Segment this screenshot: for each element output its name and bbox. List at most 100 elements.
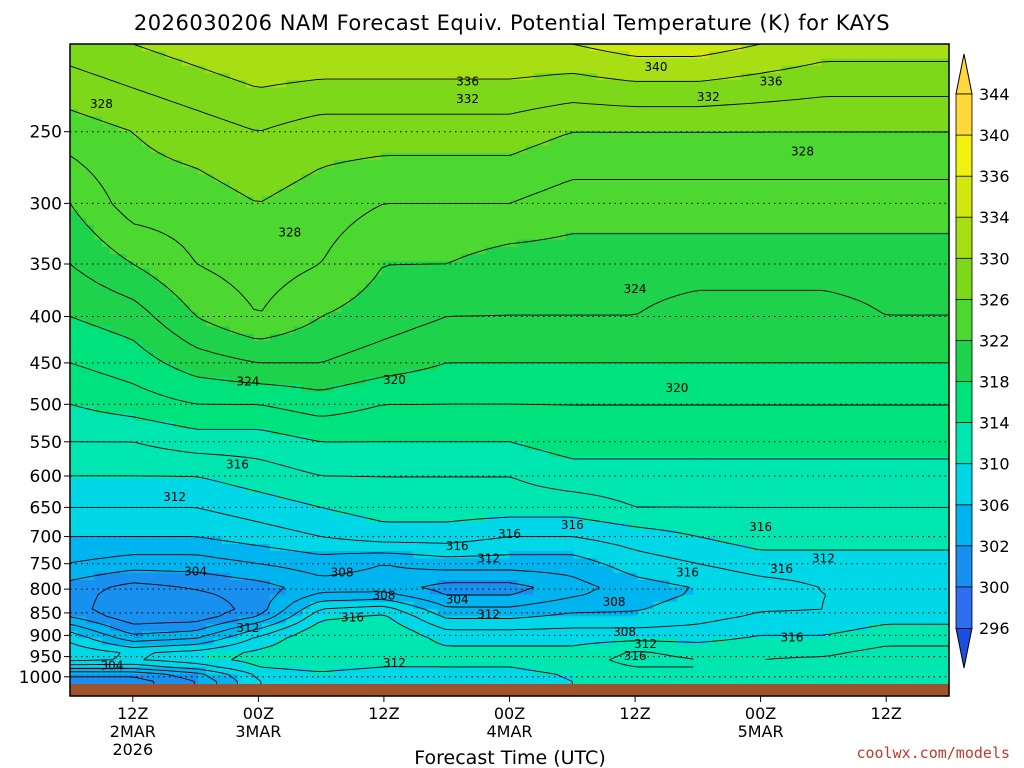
contour-label: 324 — [236, 375, 259, 389]
y-tick-label: 550 — [30, 433, 62, 453]
y-tick-label: 800 — [30, 580, 62, 600]
contour-label: 316 — [446, 539, 469, 553]
x-tick-label: 12Z — [619, 704, 650, 723]
contour-label: 308 — [613, 625, 636, 639]
contour-label: 312 — [634, 637, 657, 651]
chart-title: 2026030206 NAM Forecast Equiv. Potential… — [134, 11, 890, 35]
contour-label: 308 — [331, 566, 354, 580]
colorbar-swatch — [955, 93, 973, 136]
contour-label: 328 — [90, 97, 113, 111]
contour-label: 304 — [184, 565, 207, 579]
colorbar-label: 340 — [979, 126, 1010, 145]
colorbar-label: 302 — [979, 537, 1010, 556]
y-tick-label: 900 — [30, 626, 62, 646]
contour-label: 324 — [624, 282, 647, 296]
contour-path — [69, 43, 949, 696]
colorbar-swatch — [955, 216, 973, 260]
x-tick-label: 12Z — [117, 704, 148, 723]
colorbar-top-arrow — [955, 53, 973, 95]
colorbar: 296 300 302 306 310 314 318 322 326 330 334 336 340 3… — [955, 53, 1010, 669]
contour-label: 316 — [341, 611, 364, 625]
credit-text[interactable]: coolwx.com/models — [856, 744, 1010, 762]
colorbar-swatch — [955, 586, 973, 629]
contour-label: 312 — [477, 551, 500, 565]
contour-label: 336 — [456, 75, 479, 89]
contour-label: 312 — [383, 656, 406, 670]
plot-area — [70, 44, 950, 697]
colorbar-label: 336 — [979, 167, 1010, 186]
x-axis-title: Forecast Time (UTC) — [414, 747, 605, 768]
colorbar-swatch — [955, 463, 973, 506]
colorbar-label: 330 — [979, 249, 1010, 268]
colorbar-swatch — [955, 545, 973, 588]
colorbar-label: 322 — [979, 332, 1010, 351]
contour-label: 316 — [749, 520, 772, 534]
y-tick-label: 750 — [30, 555, 62, 575]
x-tick-label: 4MAR — [486, 722, 532, 741]
contour-label: 316 — [226, 458, 249, 472]
contour-label: 328 — [791, 145, 814, 159]
y-tick-label: 350 — [30, 255, 62, 275]
contour-label: 308 — [372, 588, 395, 602]
x-tick-label: 12Z — [368, 704, 399, 723]
contour-label: 304 — [100, 659, 123, 673]
y-tick-label: 950 — [30, 648, 62, 668]
contour-lines — [69, 43, 949, 696]
colorbar-label: 344 — [979, 85, 1010, 104]
contour-label: 336 — [760, 75, 783, 89]
colorbar-label: 326 — [979, 290, 1010, 309]
y-tick-label: 300 — [30, 194, 62, 214]
contour-label: 312 — [812, 551, 835, 565]
contour-label: 328 — [278, 226, 301, 240]
x-tick-label: 00Z — [494, 704, 525, 723]
colorbar-bottom-arrow — [955, 627, 973, 669]
colorbar-swatch — [955, 504, 973, 547]
colorbar-label: 314 — [979, 414, 1010, 433]
colorbar-label: 296 — [979, 619, 1010, 638]
contour-label: 332 — [697, 90, 720, 104]
colorbar-swatch — [955, 134, 973, 178]
contour-label: 316 — [498, 527, 521, 541]
x-tick-label: 3MAR — [235, 722, 281, 741]
y-tick-label: 1000 — [19, 668, 62, 688]
y-axis: 2503003504004505005506006507007508008509… — [19, 123, 70, 688]
x-tick-label: 2MAR — [110, 722, 156, 741]
ground-strip — [70, 684, 949, 696]
y-tick-label: 650 — [30, 498, 62, 518]
colorbar-swatch — [955, 381, 973, 424]
x-tick-label: 00Z — [745, 704, 776, 723]
contour-label: 316 — [561, 518, 584, 532]
contour-label: 320 — [665, 381, 688, 395]
contour-label: 316 — [624, 649, 647, 663]
contour-label: 312 — [163, 490, 186, 504]
colorbar-swatch — [955, 175, 973, 219]
contour-label: 316 — [781, 631, 804, 645]
contour-label: 340 — [645, 60, 668, 74]
contour-label: 312 — [236, 621, 259, 635]
x-tick-label: 12Z — [871, 704, 902, 723]
y-tick-label: 500 — [30, 395, 62, 415]
colorbar-swatch — [955, 422, 973, 465]
contour-label: 316 — [770, 562, 793, 576]
colorbar-swatch — [955, 298, 973, 342]
contour-label: 332 — [456, 92, 479, 106]
contour-label: 316 — [676, 566, 699, 580]
colorbar-swatch — [955, 340, 973, 383]
contour-label: 312 — [477, 607, 500, 621]
x-tick-label: 00Z — [243, 704, 274, 723]
contour-label: 320 — [383, 373, 406, 387]
colorbar-label: 306 — [979, 496, 1010, 515]
y-tick-label: 850 — [30, 604, 62, 624]
y-tick-label: 250 — [30, 123, 62, 143]
colorbar-swatch — [955, 257, 973, 301]
colorbar-label: 300 — [979, 578, 1010, 597]
colorbar-label: 334 — [979, 208, 1010, 227]
colorbar-label: 310 — [979, 455, 1010, 474]
x-tick-label: 5MAR — [738, 722, 784, 741]
y-tick-label: 400 — [30, 308, 62, 328]
y-tick-label: 600 — [30, 467, 62, 487]
contour-label: 304 — [446, 593, 469, 607]
